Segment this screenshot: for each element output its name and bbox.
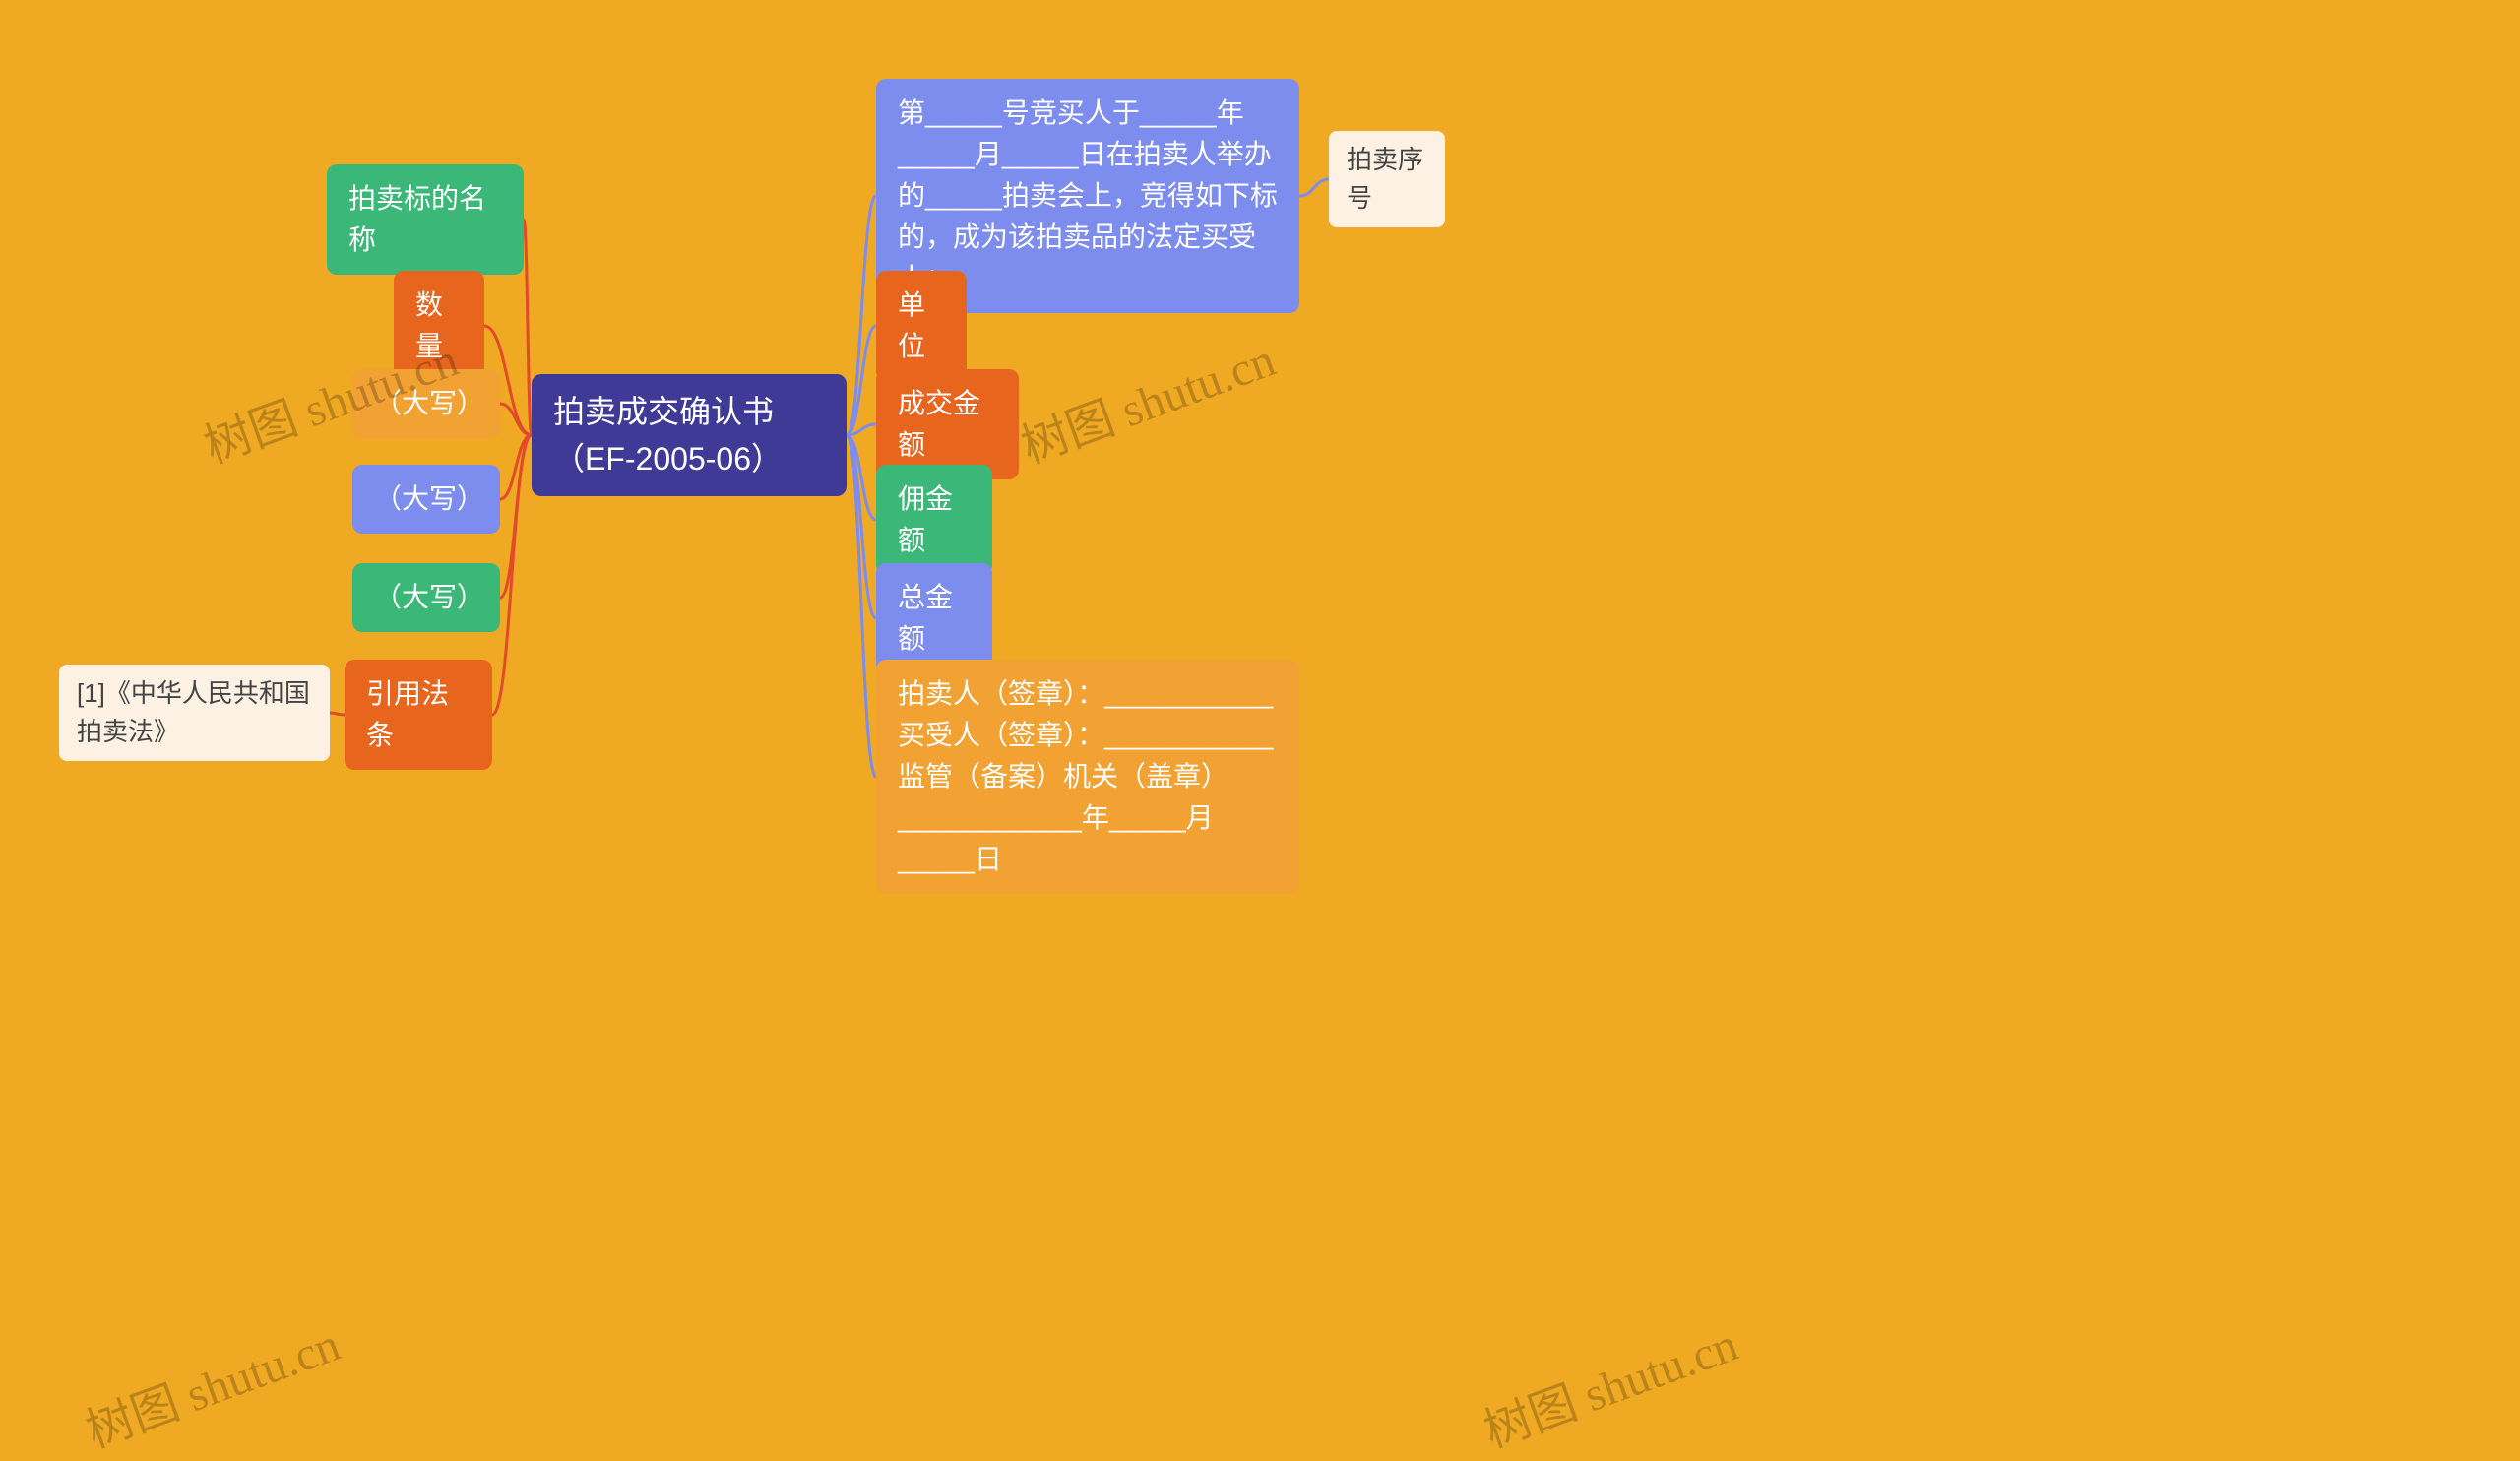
left-node-subject-name: 拍卖标的名称: [327, 164, 524, 275]
left-node-capital-3: （大写）: [352, 563, 500, 632]
node-label: [1]《中华人民共和国拍卖法》: [77, 678, 310, 746]
node-label: 成交金额: [898, 388, 980, 460]
left-leaf-law-citation: [1]《中华人民共和国拍卖法》: [59, 665, 330, 761]
right-node-signatures: 拍卖人（签章）：___________买受人（签章）：___________监管…: [876, 660, 1299, 894]
node-label: 佣金额: [898, 483, 953, 555]
watermark: 树图 shutu.cn: [1010, 321, 1283, 476]
left-node-capital-1: （大写）: [352, 369, 500, 438]
node-label: 拍卖标的名称: [348, 183, 486, 255]
center-node: 拍卖成交确认书（EF-2005-06）: [532, 374, 847, 496]
node-label: 拍卖序号: [1347, 145, 1423, 213]
node-label: （大写）: [374, 388, 484, 418]
node-label: （大写）: [374, 582, 484, 612]
node-label: 总金额: [898, 582, 953, 654]
node-label: （大写）: [374, 483, 484, 514]
right-leaf-auction-number: 拍卖序号: [1329, 131, 1445, 227]
right-node-total-amount: 总金额: [876, 563, 992, 673]
left-node-law-reference: 引用法条: [345, 660, 492, 770]
watermark: 树图 shutu.cn: [1473, 1305, 1745, 1461]
right-node-deal-amount: 成交金额: [876, 369, 1019, 479]
right-node-commission: 佣金额: [876, 465, 992, 575]
watermark: 树图 shutu.cn: [75, 1305, 347, 1461]
left-node-quantity: 数量: [394, 271, 484, 381]
center-label: 拍卖成交确认书（EF-2005-06）: [553, 394, 783, 476]
node-label: 引用法条: [366, 678, 449, 750]
left-node-capital-2: （大写）: [352, 465, 500, 534]
node-label: 拍卖人（签章）：___________买受人（签章）：___________监管…: [898, 678, 1273, 874]
right-node-unit: 单位: [876, 271, 967, 381]
node-label: 单位: [898, 289, 925, 361]
node-label: 第_____号竞买人于_____年_____月_____日在拍卖人举办的____…: [898, 97, 1278, 293]
node-label: 数量: [415, 289, 443, 361]
